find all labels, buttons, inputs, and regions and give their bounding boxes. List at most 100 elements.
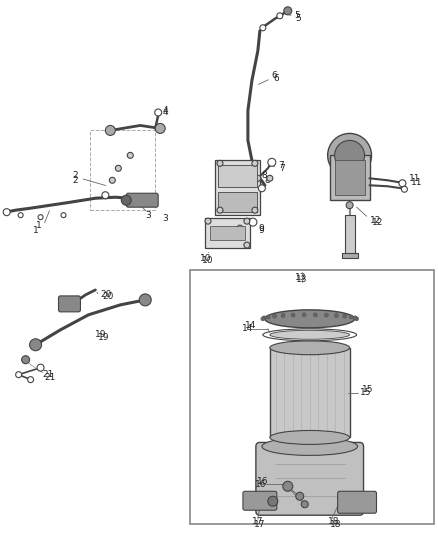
Bar	[345, 215, 355, 255]
Text: 3: 3	[162, 214, 168, 223]
Text: 6: 6	[274, 74, 279, 83]
Circle shape	[121, 195, 131, 205]
Ellipse shape	[270, 341, 350, 355]
Circle shape	[313, 313, 318, 317]
Circle shape	[399, 180, 406, 187]
Circle shape	[252, 160, 258, 166]
Text: 2: 2	[72, 171, 78, 180]
Text: 13: 13	[295, 273, 306, 282]
Circle shape	[268, 496, 278, 506]
Text: 11: 11	[411, 178, 423, 187]
Text: 15: 15	[360, 388, 371, 397]
Circle shape	[353, 316, 357, 320]
Circle shape	[401, 186, 407, 192]
Circle shape	[21, 356, 30, 364]
Text: 10: 10	[202, 255, 214, 264]
Bar	[90, 131, 155, 210]
FancyBboxPatch shape	[338, 491, 377, 513]
Circle shape	[268, 158, 276, 166]
Circle shape	[205, 218, 211, 224]
Circle shape	[262, 316, 266, 320]
Circle shape	[155, 109, 162, 116]
Text: 20: 20	[100, 290, 112, 300]
Circle shape	[37, 364, 44, 371]
Circle shape	[266, 315, 270, 319]
Circle shape	[301, 501, 308, 508]
Circle shape	[249, 218, 257, 226]
Circle shape	[18, 213, 23, 217]
Text: 21: 21	[42, 370, 54, 379]
Bar	[190, 270, 434, 524]
Circle shape	[252, 207, 258, 213]
FancyBboxPatch shape	[126, 193, 158, 207]
Ellipse shape	[262, 438, 357, 455]
Bar	[215, 160, 260, 215]
Text: 4: 4	[162, 106, 168, 115]
Circle shape	[260, 25, 266, 31]
Text: 8: 8	[262, 171, 268, 180]
Circle shape	[3, 209, 10, 216]
Text: 6: 6	[272, 71, 278, 80]
Text: 13: 13	[296, 276, 307, 285]
Circle shape	[284, 7, 292, 15]
Text: 10: 10	[200, 254, 212, 263]
Circle shape	[277, 13, 283, 19]
Text: 21: 21	[45, 373, 56, 382]
Circle shape	[255, 175, 261, 181]
Circle shape	[28, 377, 34, 383]
Bar	[330, 155, 370, 200]
Text: 1: 1	[32, 225, 39, 235]
Bar	[218, 165, 257, 187]
FancyBboxPatch shape	[256, 442, 364, 515]
Ellipse shape	[270, 330, 350, 340]
Text: 19: 19	[95, 330, 107, 340]
Circle shape	[155, 124, 165, 133]
Text: 19: 19	[99, 333, 110, 342]
Text: 3: 3	[145, 211, 151, 220]
Text: 18: 18	[328, 516, 339, 526]
Text: 11: 11	[410, 174, 421, 183]
Text: 8: 8	[265, 176, 271, 185]
Text: 5: 5	[296, 14, 301, 23]
Bar	[210, 226, 245, 240]
Circle shape	[328, 133, 371, 177]
Circle shape	[343, 314, 347, 318]
Bar	[335, 160, 364, 195]
Circle shape	[217, 207, 223, 213]
Circle shape	[324, 313, 328, 317]
Bar	[342, 253, 357, 258]
Text: 15: 15	[361, 385, 373, 394]
Circle shape	[244, 218, 250, 224]
Text: 12: 12	[371, 217, 383, 227]
Circle shape	[110, 177, 115, 183]
Text: 14: 14	[242, 324, 253, 333]
Text: 20: 20	[102, 293, 114, 301]
Circle shape	[126, 194, 134, 202]
FancyBboxPatch shape	[59, 296, 81, 312]
Text: 17: 17	[254, 520, 265, 529]
Text: 14: 14	[245, 321, 256, 330]
Text: 18: 18	[330, 520, 341, 529]
Circle shape	[267, 175, 273, 181]
Text: 4: 4	[162, 108, 168, 117]
Circle shape	[237, 225, 243, 231]
Bar	[218, 192, 257, 212]
Circle shape	[115, 165, 121, 171]
Circle shape	[296, 492, 304, 500]
Circle shape	[61, 213, 66, 217]
Ellipse shape	[270, 431, 350, 445]
Text: 16: 16	[257, 477, 268, 486]
Circle shape	[355, 317, 359, 321]
Text: 2: 2	[72, 176, 78, 185]
Circle shape	[244, 242, 250, 248]
Text: 5: 5	[295, 11, 300, 20]
Circle shape	[349, 315, 353, 319]
Text: 12: 12	[370, 216, 381, 224]
Circle shape	[258, 185, 265, 192]
Bar	[270, 348, 350, 438]
Text: 9: 9	[259, 225, 265, 235]
Circle shape	[261, 317, 265, 321]
Circle shape	[217, 160, 223, 166]
Circle shape	[346, 201, 353, 209]
Circle shape	[16, 372, 21, 378]
